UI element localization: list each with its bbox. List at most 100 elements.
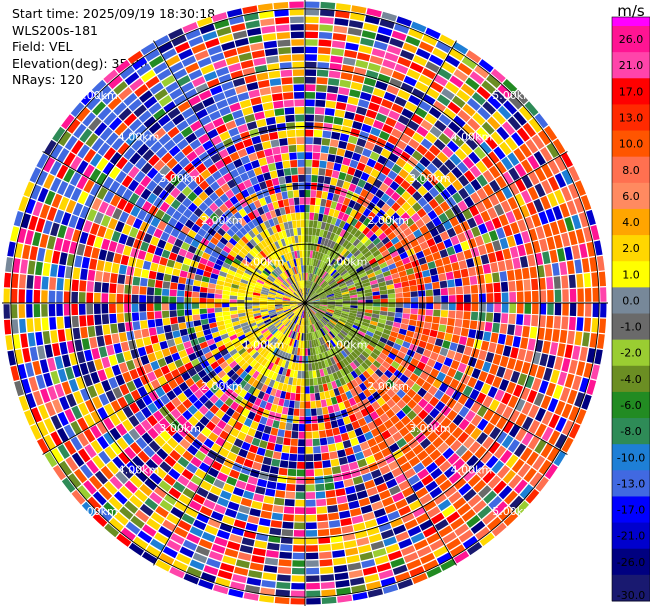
velocity-gate bbox=[441, 295, 449, 303]
velocity-gate bbox=[385, 279, 394, 286]
velocity-gate bbox=[301, 378, 305, 386]
velocity-gate bbox=[399, 251, 409, 260]
velocity-gate bbox=[549, 342, 559, 356]
velocity-gate bbox=[289, 369, 295, 378]
velocity-gate bbox=[447, 452, 460, 465]
velocity-gate bbox=[452, 115, 466, 128]
velocity-gate bbox=[305, 469, 315, 477]
velocity-gate bbox=[337, 211, 345, 220]
velocity-gate bbox=[534, 167, 547, 182]
velocity-gate bbox=[333, 289, 341, 294]
velocity-gate bbox=[363, 250, 372, 259]
velocity-gate bbox=[331, 48, 345, 56]
velocity-gate bbox=[516, 291, 524, 303]
velocity-gate bbox=[428, 144, 441, 157]
velocity-gate bbox=[476, 432, 488, 445]
velocity-gate bbox=[486, 293, 494, 303]
velocity-gate bbox=[468, 329, 477, 339]
velocity-gate bbox=[289, 446, 298, 454]
velocity-gate bbox=[508, 95, 523, 110]
velocity-gate bbox=[349, 89, 361, 98]
velocity-gate bbox=[322, 214, 329, 223]
velocity-gate bbox=[549, 249, 558, 263]
velocity-gate bbox=[307, 317, 310, 326]
velocity-gate bbox=[497, 84, 512, 99]
velocity-gate bbox=[338, 140, 348, 150]
velocity-gate bbox=[474, 446, 487, 459]
velocity-gate bbox=[434, 412, 446, 424]
velocity-gate bbox=[285, 422, 293, 431]
velocity-gate bbox=[507, 395, 519, 409]
velocity-gate bbox=[307, 280, 310, 289]
velocity-gate bbox=[538, 277, 546, 290]
velocity-gate bbox=[440, 189, 451, 200]
velocity-gate bbox=[396, 389, 406, 399]
velocity-gate bbox=[423, 192, 434, 203]
velocity-gate bbox=[370, 283, 379, 289]
velocity-gate bbox=[452, 179, 464, 192]
velocity-gate bbox=[446, 397, 457, 409]
velocity-gate bbox=[396, 232, 406, 241]
velocity-gate bbox=[329, 241, 336, 249]
velocity-gate bbox=[309, 291, 316, 298]
velocity-gate bbox=[343, 197, 351, 206]
velocity-gate bbox=[430, 512, 445, 525]
velocity-gate bbox=[568, 274, 576, 289]
velocity-gate bbox=[446, 538, 461, 551]
velocity-gate bbox=[314, 331, 319, 339]
velocity-gate bbox=[328, 373, 335, 382]
velocity-gate bbox=[367, 394, 376, 404]
velocity-gate bbox=[356, 195, 365, 205]
velocity-gate bbox=[300, 317, 303, 326]
velocity-gate bbox=[362, 448, 373, 458]
velocity-gate bbox=[371, 372, 380, 382]
colorbar-tick-label: 26.0 bbox=[619, 33, 644, 46]
velocity-gate bbox=[343, 274, 351, 281]
velocity-gate bbox=[425, 27, 441, 40]
velocity-gate bbox=[367, 62, 381, 73]
velocity-gate bbox=[448, 295, 456, 303]
velocity-gate bbox=[324, 314, 332, 320]
velocity-gate bbox=[483, 422, 495, 436]
velocity-gate bbox=[319, 551, 332, 559]
velocity-gate bbox=[301, 371, 305, 379]
velocity-gate bbox=[257, 525, 270, 534]
velocity-gate bbox=[391, 360, 400, 370]
velocity-gate bbox=[306, 310, 309, 318]
velocity-gate bbox=[310, 324, 315, 333]
velocity-gate bbox=[305, 522, 317, 530]
velocity-gate bbox=[559, 387, 571, 402]
velocity-gate bbox=[412, 132, 424, 144]
velocity-gate bbox=[379, 19, 395, 29]
velocity-gate bbox=[428, 187, 440, 198]
colorbar-tick-label: -6.0 bbox=[620, 399, 641, 412]
velocity-gate bbox=[341, 289, 349, 294]
velocity-gate bbox=[583, 362, 593, 378]
velocity-gate bbox=[519, 387, 531, 401]
velocity-gate bbox=[371, 205, 381, 215]
velocity-gate bbox=[535, 365, 546, 379]
velocity-gate bbox=[326, 231, 332, 240]
velocity-gate bbox=[283, 506, 295, 514]
velocity-gate bbox=[336, 278, 345, 284]
velocity-gate bbox=[503, 511, 519, 527]
velocity-gate bbox=[524, 216, 535, 230]
velocity-gate bbox=[324, 286, 332, 292]
velocity-gate bbox=[334, 411, 343, 420]
velocity-gate bbox=[380, 529, 395, 540]
velocity-gate bbox=[420, 334, 429, 343]
velocity-gate bbox=[465, 77, 480, 91]
velocity-gate bbox=[458, 336, 468, 346]
velocity-gate bbox=[417, 284, 425, 291]
velocity-gate bbox=[332, 427, 341, 436]
velocity-gate bbox=[301, 333, 304, 341]
velocity-gate bbox=[515, 413, 527, 427]
velocity-gate bbox=[515, 280, 524, 292]
velocity-gate bbox=[265, 550, 279, 558]
velocity-gate bbox=[360, 504, 373, 514]
velocity-gate bbox=[429, 396, 440, 407]
velocity-gate bbox=[314, 251, 319, 260]
velocity-gate bbox=[310, 292, 317, 299]
velocity-gate bbox=[354, 185, 363, 195]
velocity-gate bbox=[348, 135, 358, 145]
